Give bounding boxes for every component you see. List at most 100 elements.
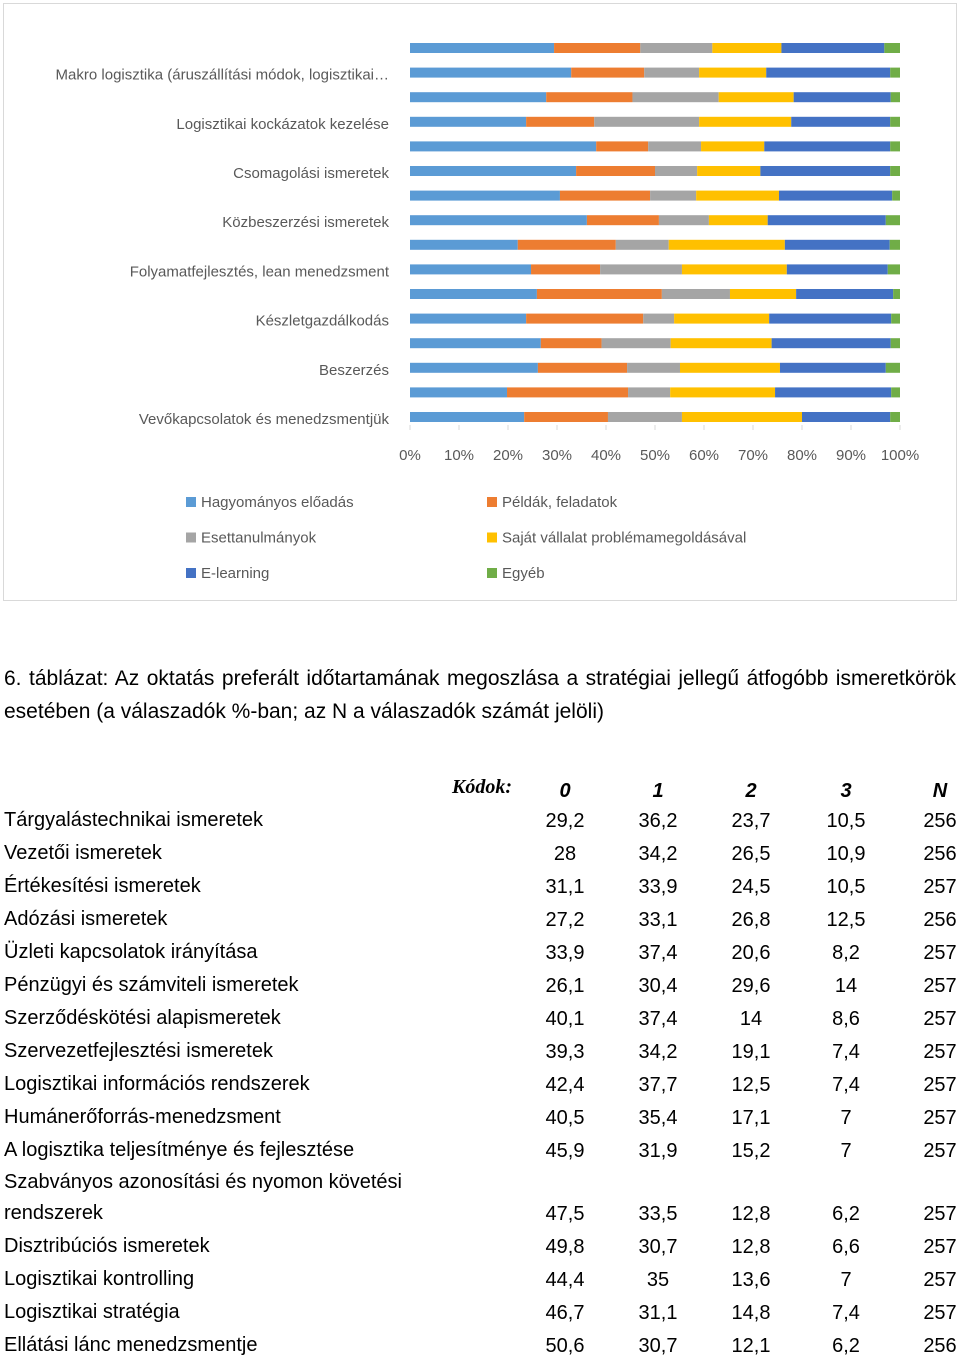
y-tick-label: Folyamatfejlesztés, lean menedzsment xyxy=(130,263,390,280)
bar-segment xyxy=(410,387,508,398)
table-cell: 7,4 xyxy=(832,1302,860,1324)
table-cell: 257 xyxy=(923,1107,957,1129)
table-cell: 42,4 xyxy=(545,1074,585,1096)
table-caption: 6. táblázat: Az oktatás preferált időtar… xyxy=(4,667,956,723)
bar-segment xyxy=(410,141,597,152)
table-cell: 29,6 xyxy=(731,975,771,997)
table-cell: 7 xyxy=(840,1107,852,1129)
row-label: Pénzügyi és számviteli ismeretek xyxy=(4,974,299,996)
y-tick-label: Makro logisztika (áruszállítási módok, l… xyxy=(56,67,389,84)
x-tick-label: 20% xyxy=(493,447,523,464)
table-cell: 6,2 xyxy=(832,1335,860,1357)
table-cell: 35,4 xyxy=(638,1107,678,1129)
bar-segment xyxy=(410,338,541,349)
table-cell: 257 xyxy=(923,942,957,964)
row-label: Logisztikai kontrolling xyxy=(4,1268,195,1290)
bar-segment xyxy=(681,412,802,422)
bar-segment xyxy=(779,362,886,373)
bar-segment xyxy=(697,166,761,176)
table-cell: 7,4 xyxy=(832,1074,860,1096)
bar-segment xyxy=(784,239,890,250)
bar-segment xyxy=(729,289,797,299)
table-cell: 12,1 xyxy=(731,1335,771,1357)
table-cell: 19,1 xyxy=(731,1041,771,1063)
table-cell: 26,5 xyxy=(731,843,771,865)
bar-segment xyxy=(791,116,891,127)
x-tick-label: 30% xyxy=(542,447,572,464)
table-cell: 256 xyxy=(923,810,957,832)
x-tick-label: 10% xyxy=(444,447,474,464)
table-cell: 33,9 xyxy=(545,942,585,964)
legend-swatch xyxy=(186,497,196,507)
table-cell: 39,3 xyxy=(545,1041,585,1063)
legend-label: Példák, feladatok xyxy=(502,494,618,511)
table-cell: 257 xyxy=(923,1041,957,1063)
bar-segment xyxy=(885,215,900,226)
bar-segment xyxy=(526,116,595,127)
column-header: 2 xyxy=(745,780,757,802)
bar-segment xyxy=(771,338,891,349)
bar-segment xyxy=(796,289,894,299)
table-cell: 8,6 xyxy=(832,1008,860,1030)
table-cell: 12,5 xyxy=(731,1074,771,1096)
bar-segment xyxy=(655,166,698,176)
bar-segment xyxy=(891,313,900,324)
legend-label: Hagyományos előadás xyxy=(201,494,354,511)
bar-segment xyxy=(890,67,900,78)
bar-segment xyxy=(627,362,680,373)
bar-segment xyxy=(600,264,682,275)
table-cell: 12,8 xyxy=(731,1236,771,1258)
bar-segment xyxy=(890,412,900,422)
bar-segment xyxy=(410,67,572,78)
bar-segment xyxy=(648,141,702,152)
bar-segment xyxy=(890,116,900,127)
table-cell: 7 xyxy=(840,1140,852,1162)
table-cell: 257 xyxy=(923,876,957,898)
table-cell: 47,5 xyxy=(545,1203,585,1225)
bar-segment xyxy=(628,387,671,398)
table-cell: 257 xyxy=(923,1269,957,1291)
bar-segment xyxy=(668,239,785,250)
y-tick-label: Közbeszerzési ismeretek xyxy=(222,214,389,231)
table-cell: 29,2 xyxy=(545,810,585,832)
bar-segment xyxy=(640,43,713,53)
table-cell: 256 xyxy=(923,1335,957,1357)
legend-swatch xyxy=(487,532,497,543)
bar-segment xyxy=(661,289,730,299)
legend-label: Egyéb xyxy=(502,565,545,582)
bar-segment xyxy=(884,43,900,53)
row-label: Üzleti kapcsolatok irányítása xyxy=(4,941,258,963)
table-cell: 30,7 xyxy=(638,1236,678,1258)
bar-segment xyxy=(708,215,768,226)
row-label: Adózási ismeretek xyxy=(4,908,168,930)
table-cell: 45,9 xyxy=(545,1140,585,1162)
bar-segment xyxy=(546,92,633,103)
y-tick-label: Beszerzés xyxy=(319,362,389,379)
table-cell: 26,1 xyxy=(545,975,585,997)
table-cell: 14 xyxy=(834,975,858,997)
bar-segment xyxy=(632,92,719,103)
row-label: Vezetői ismeretek xyxy=(4,842,162,864)
bar-segment xyxy=(891,387,900,398)
bar-segment xyxy=(781,43,885,53)
bar-segment xyxy=(670,338,772,349)
table-cell: 28 xyxy=(553,843,577,865)
bar-segment xyxy=(658,215,709,226)
table-cell: 37,4 xyxy=(638,1008,678,1030)
table-cell: 31,9 xyxy=(638,1140,678,1162)
table-cell: 30,4 xyxy=(638,975,678,997)
legend-label: E-learning xyxy=(201,565,269,582)
bar-segment xyxy=(571,67,645,78)
x-tick-label: 90% xyxy=(836,447,866,464)
bar-segment xyxy=(576,166,655,176)
y-tick-label: Készletgazdálkodás xyxy=(256,313,389,330)
bar-segment xyxy=(594,116,700,127)
legend-label: Saját vállalat problémamegoldásával xyxy=(502,529,746,546)
bar-segment xyxy=(410,289,537,299)
bar-segment xyxy=(767,215,886,226)
bar-segment xyxy=(892,190,900,201)
table-cell: 44,4 xyxy=(545,1269,585,1291)
bar-segment xyxy=(764,141,891,152)
table-cell: 23,7 xyxy=(731,810,771,832)
bar-segment xyxy=(890,141,900,152)
